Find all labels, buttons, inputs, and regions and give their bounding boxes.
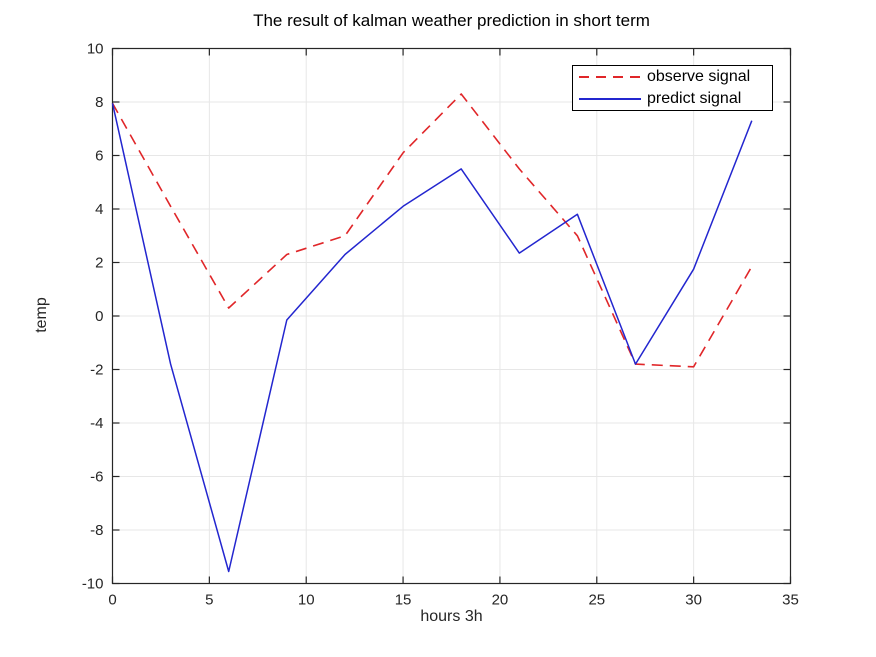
predict-signal-line — [111, 103, 753, 573]
predict-line-sample-icon — [579, 98, 641, 100]
y-tick-label: 8 — [95, 94, 103, 111]
y-tick-label: 4 — [95, 201, 103, 218]
tick-labels: 0 5 10 15 20 25 30 35 -10 -8 -6 -4 -2 0 2 4 6 8 10 — [82, 41, 799, 609]
y-tick-label: -8 — [90, 522, 103, 539]
y-tick-label: -6 — [90, 469, 103, 486]
legend-label-predict: predict signal — [647, 90, 742, 107]
x-tick-label: 15 — [395, 592, 412, 609]
y-tick-label: 6 — [95, 148, 103, 165]
data-series — [111, 93, 753, 573]
x-tick-label: 20 — [492, 592, 509, 609]
y-tick-label: -10 — [82, 576, 104, 593]
gridlines — [112, 48, 791, 584]
tick-marks — [111, 47, 792, 585]
y-tick-label: 2 — [95, 255, 103, 272]
x-axis-label: hours 3h — [420, 608, 483, 625]
y-tick-label: -2 — [90, 362, 103, 379]
x-tick-label: 35 — [782, 592, 799, 609]
observe-signal-line — [111, 93, 753, 368]
x-tick-label: 30 — [685, 592, 702, 609]
chart-title: The result of kalman weather prediction … — [253, 11, 650, 30]
legend: observe signal predict signal — [572, 65, 773, 111]
x-tick-label: 5 — [205, 592, 213, 609]
legend-item-predict: predict signal — [579, 88, 772, 110]
x-tick-label: 25 — [588, 592, 605, 609]
legend-label-observe: observe signal — [647, 68, 751, 85]
observe-line-sample-icon — [579, 76, 641, 78]
y-tick-label: -4 — [90, 415, 103, 432]
y-axis-label: temp — [33, 297, 50, 333]
y-tick-label: 10 — [87, 41, 104, 58]
x-tick-label: 10 — [298, 592, 315, 609]
y-tick-label: 0 — [95, 308, 103, 325]
x-tick-label: 0 — [108, 592, 116, 609]
legend-item-observe: observe signal — [579, 66, 772, 88]
